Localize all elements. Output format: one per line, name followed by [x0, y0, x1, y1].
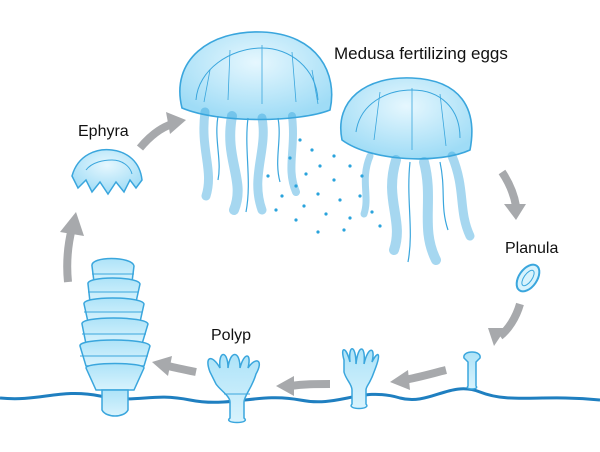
- arrow-medusa-to-planula: [498, 169, 526, 220]
- planula-larva: [515, 263, 541, 293]
- arrow-developing-to-polyp: [276, 376, 331, 396]
- eggs-cloud: [266, 138, 382, 234]
- arrow-polyp-to-strobila: [152, 356, 197, 376]
- seabed-line: [0, 387, 600, 404]
- medusa-jellyfish-left: [179, 31, 333, 215]
- arrow-ephyra-to-medusa: [136, 112, 186, 151]
- developing-polyp: [341, 348, 380, 410]
- arrow-young-to-developing: [390, 366, 447, 390]
- cycle-arrows: [60, 112, 526, 396]
- medusa-label: Medusa fertilizing eggs: [334, 44, 508, 63]
- planula-label: Planula: [505, 240, 559, 257]
- arrow-strobila-to-ephyra: [60, 212, 84, 283]
- arrow-planula-to-polyp: [488, 302, 524, 346]
- polyp: [207, 353, 260, 424]
- ephyra-jellyfish: [71, 148, 143, 196]
- medusa-jellyfish-right: [340, 77, 475, 265]
- ephyra-label: Ephyra: [78, 123, 129, 140]
- polyp-label: Polyp: [211, 327, 252, 344]
- young-polyp: [463, 351, 481, 390]
- strobila: [79, 257, 151, 417]
